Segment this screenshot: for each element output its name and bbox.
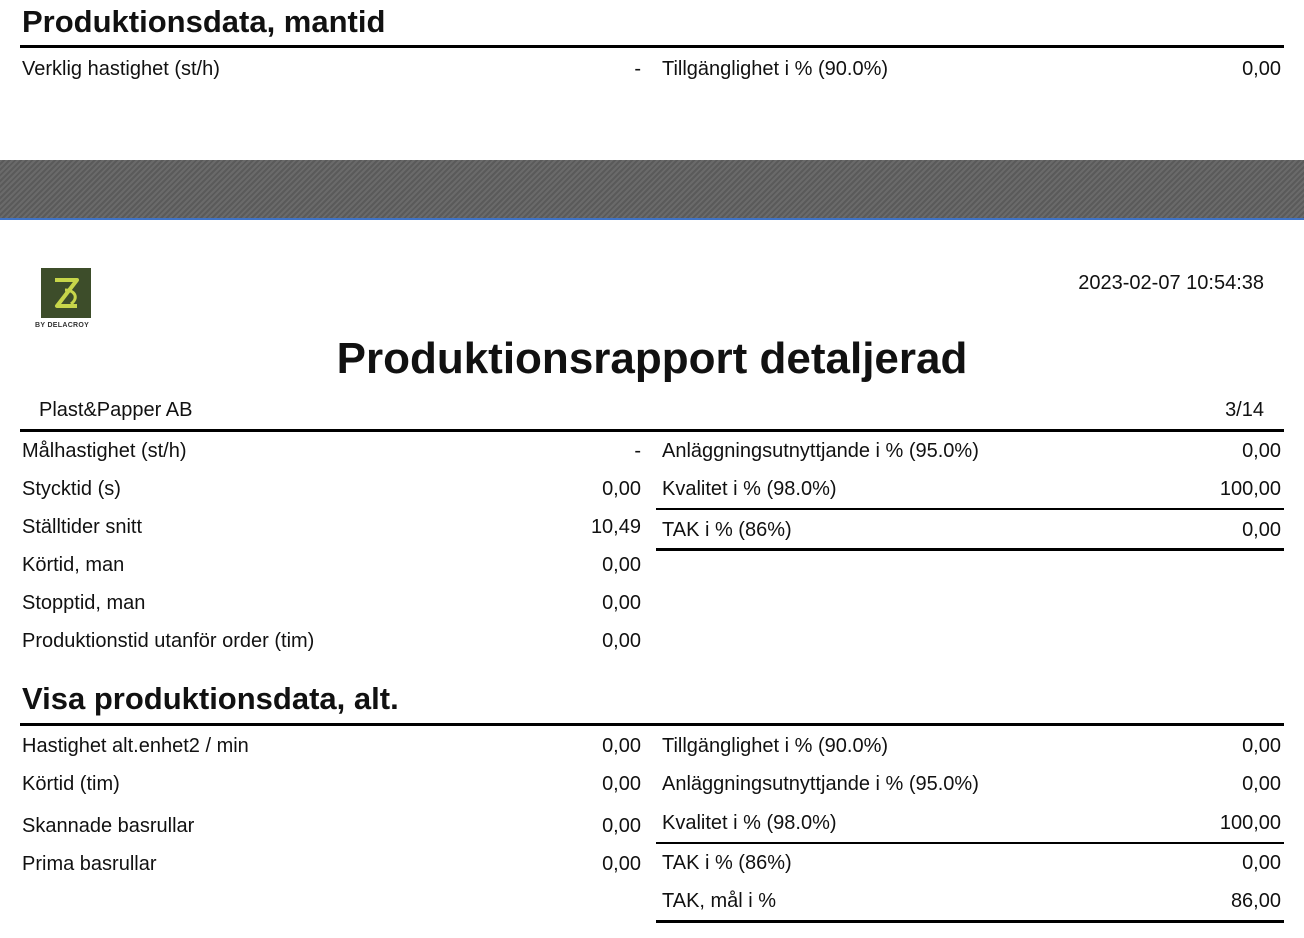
row-label: Skannade basrullar — [22, 815, 195, 837]
row-value: 0,00 — [1242, 852, 1281, 874]
row-value: 0,00 — [1242, 735, 1281, 757]
row-value: 0,00 — [1242, 519, 1281, 541]
total-rule-top — [656, 508, 1284, 510]
row-value: 100,00 — [1219, 812, 1281, 834]
row-label: TAK i % (86%) — [662, 852, 792, 874]
row-value: 0,00 — [602, 815, 641, 837]
company-name: Plast&Papper AB — [39, 399, 193, 421]
row-label: Målhastighet (st/h) — [22, 440, 187, 462]
row-value: 0,00 — [602, 735, 641, 757]
row-label: Anläggningsutnyttjande i % (95.0%) — [662, 440, 979, 462]
row-value: 0,00 — [602, 592, 641, 614]
row-value: 100,00 — [1219, 478, 1281, 500]
logo-caption: BY DELACROY — [35, 322, 90, 329]
row-label: TAK, mål i % — [662, 890, 777, 912]
header-rule — [20, 429, 1284, 432]
row-value: 10,49 — [590, 516, 641, 538]
row-label: Stopptid, man — [22, 592, 146, 614]
total-rule-top — [656, 842, 1284, 844]
row-label: Stycktid (s) — [22, 478, 121, 500]
report-timestamp: 2023-02-07 10:54:38 — [1078, 272, 1264, 294]
report-title: Produktionsrapport detaljerad — [336, 334, 968, 383]
row-value: 0,00 — [602, 853, 641, 875]
row-label: Tillgänglighet i % (90.0%) — [662, 735, 889, 757]
row-value: 86,00 — [1230, 890, 1281, 912]
row-label: Körtid, man — [22, 554, 125, 576]
row-label: Hastighet alt.enhet2 / min — [22, 735, 249, 757]
row-value: 0,00 — [1242, 58, 1281, 80]
row-label: Prima basrullar — [22, 853, 157, 875]
page-number: 3/14 — [1225, 399, 1264, 421]
row-label: Anläggningsutnyttjande i % (95.0%) — [662, 773, 979, 795]
row-label: Körtid (tim) — [22, 773, 120, 795]
row-label: Tillgänglighet i % (90.0%) — [662, 58, 889, 80]
row-value: 0,00 — [602, 773, 641, 795]
row-label: Verklig hastighet (st/h) — [22, 58, 220, 80]
row-value: 0,00 — [602, 478, 641, 500]
row-value: 0,00 — [1242, 440, 1281, 462]
row-value: 0,00 — [602, 554, 641, 576]
section-title-alt: Visa produktionsdata, alt. — [22, 681, 399, 716]
section-rule — [20, 45, 1284, 48]
section-title-production-mantid: Produktionsdata, mantid — [22, 4, 386, 39]
total-rule-bottom — [656, 920, 1284, 923]
row-value: - — [634, 58, 641, 80]
row-label: Kvalitet i % (98.0%) — [662, 812, 837, 834]
row-value: 0,00 — [602, 630, 641, 652]
row-label: TAK i % (86%) — [662, 519, 792, 541]
row-label: Ställtider snitt — [22, 516, 143, 538]
section-rule — [20, 723, 1284, 726]
page-divider — [0, 160, 1304, 220]
row-label: Kvalitet i % (98.0%) — [662, 478, 837, 500]
row-value: 0,00 — [1242, 773, 1281, 795]
company-logo — [41, 268, 91, 318]
row-value: - — [634, 440, 641, 462]
total-rule-bottom — [656, 548, 1284, 551]
logo-mark-icon — [55, 278, 79, 308]
row-label: Produktionstid utanför order (tim) — [22, 630, 315, 652]
